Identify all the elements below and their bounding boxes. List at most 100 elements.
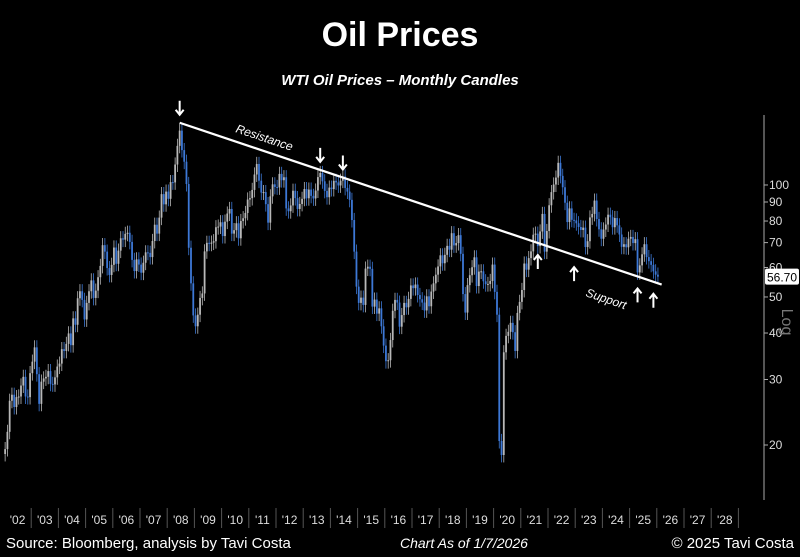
candle-body (42, 378, 45, 382)
y-tick-label: 70 (769, 236, 783, 250)
support-label: Support (584, 286, 629, 313)
candle-body (58, 363, 61, 367)
candle-body (278, 173, 281, 188)
candle-body (559, 162, 562, 176)
candle-body (484, 281, 487, 285)
candle-body (419, 295, 421, 300)
candle-body (194, 315, 197, 327)
candle-body (249, 198, 251, 200)
candle-body (541, 213, 544, 232)
candle-body (301, 198, 303, 204)
candle-body (629, 236, 632, 239)
candle-body (339, 180, 342, 186)
candle-body (373, 299, 376, 307)
candle-body (74, 318, 77, 325)
candle-body (468, 275, 471, 286)
x-tick-label: '10 (227, 513, 243, 527)
candle-body (280, 173, 283, 181)
candle-body (310, 189, 313, 196)
candle-body (326, 190, 328, 198)
x-tick-label: '08 (173, 513, 189, 527)
candle-body (382, 326, 385, 346)
candle-body (518, 301, 521, 313)
candle-body (634, 239, 637, 244)
candle-body (156, 224, 158, 234)
candle-body (124, 233, 127, 240)
candle-body (487, 283, 489, 285)
x-tick-label: '13 (309, 513, 325, 527)
candle-body (178, 130, 181, 146)
x-tick-label: '25 (635, 513, 651, 527)
candle-body (63, 349, 65, 351)
candle-body (15, 397, 18, 408)
candle-body (246, 199, 249, 213)
candle-body (409, 285, 412, 299)
candle-body (217, 226, 220, 228)
candle-body (511, 322, 514, 333)
candle-body (568, 208, 571, 223)
candle-body (165, 191, 167, 205)
x-tick-label: '26 (663, 513, 679, 527)
candle-body (505, 335, 507, 353)
last-price-tag (765, 268, 799, 285)
candle-body (296, 198, 299, 209)
candle-body (582, 227, 585, 230)
candle-body (97, 277, 99, 291)
candle-body (226, 213, 229, 222)
candle-body (613, 218, 616, 228)
candle-body (332, 180, 335, 190)
candle-body (99, 265, 102, 278)
candle-body (45, 376, 47, 379)
candle-body (348, 191, 351, 200)
candle-body (317, 177, 319, 191)
candle-body (532, 234, 535, 252)
candle-body (344, 176, 347, 188)
candle-body (330, 187, 333, 190)
candle-body (550, 192, 553, 206)
candle-body (65, 343, 68, 351)
candle-body (103, 245, 106, 252)
candle-body (224, 221, 226, 237)
candle-body (126, 232, 129, 234)
candle-body (638, 265, 641, 273)
candle-body (133, 259, 136, 272)
candle-body (258, 163, 260, 181)
candle-body (604, 224, 607, 230)
candle-body (221, 222, 224, 237)
y-tick-label: 80 (769, 214, 783, 228)
candle-body (441, 255, 444, 264)
candle-body (117, 250, 120, 264)
candle-body (169, 182, 172, 199)
candle-body (421, 299, 424, 303)
candle-body (205, 242, 208, 252)
candle-body (561, 175, 564, 188)
candle-body (548, 205, 551, 232)
candle-body (237, 223, 240, 239)
candle-body (459, 235, 462, 254)
candle-body (106, 251, 109, 269)
x-tick-label: '06 (119, 513, 135, 527)
candle-body (514, 332, 517, 351)
candle-body (190, 247, 192, 284)
candle-body (573, 219, 575, 221)
candle-body (251, 189, 254, 199)
candle-body (142, 262, 145, 273)
candle-body (212, 241, 215, 243)
candle-body (462, 253, 464, 295)
candle-body (56, 366, 59, 378)
candle-body (8, 400, 11, 432)
candle-body (47, 371, 50, 377)
x-tick-label: '02 (10, 513, 26, 527)
candle-body (448, 245, 451, 250)
candle-body (364, 268, 367, 305)
candle-body (545, 231, 548, 252)
candle-body (167, 191, 170, 199)
candle-body (26, 396, 29, 398)
candle-body (292, 190, 294, 206)
candle-body (575, 220, 578, 224)
candle-body (147, 252, 149, 254)
candle-body (466, 285, 469, 313)
candle-body (303, 189, 306, 199)
candle-body (51, 383, 54, 385)
candle-body (210, 242, 213, 244)
